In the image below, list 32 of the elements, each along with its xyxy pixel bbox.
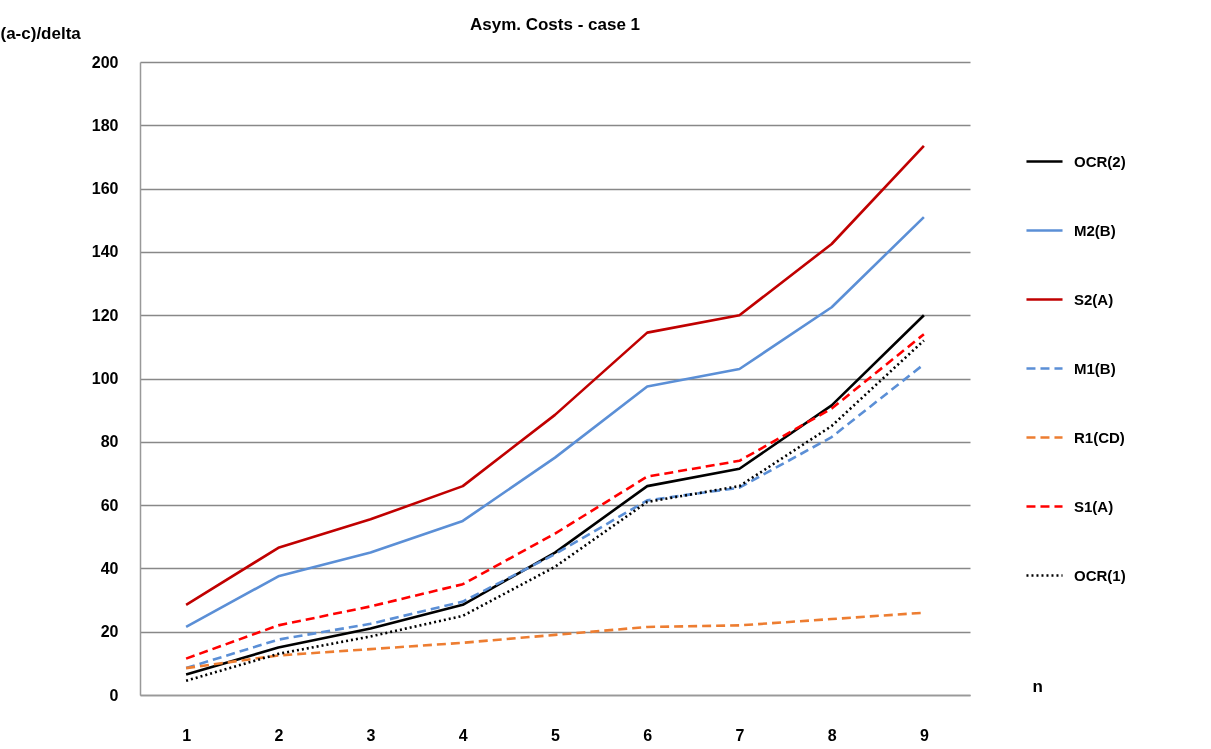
legend-label: R1(CD) xyxy=(1074,428,1125,446)
y-tick-label: 40 xyxy=(100,559,119,577)
legend-label: M1(B) xyxy=(1074,359,1116,377)
legend-label: OCR(2) xyxy=(1074,152,1126,170)
x-tick-label: 4 xyxy=(458,726,468,744)
y-tick-label: 80 xyxy=(100,433,119,451)
y-tick-label: 180 xyxy=(91,116,119,134)
x-axis-title: n xyxy=(1032,676,1043,696)
legend-label: OCR(1) xyxy=(1074,566,1126,584)
y-tick-label: 140 xyxy=(91,243,119,261)
x-tick-label: 9 xyxy=(919,726,929,744)
y-tick-label: 100 xyxy=(91,370,119,387)
y-tick-label: 20 xyxy=(100,623,119,641)
y-tick-label: 120 xyxy=(91,306,119,324)
y-tick-label: 0 xyxy=(109,686,119,704)
legend-label: S1(A) xyxy=(1074,497,1114,515)
x-tick-label: 8 xyxy=(827,726,837,744)
chart-title: Asym. Costs - case 1 xyxy=(469,15,641,34)
y-tick-label: 200 xyxy=(91,53,119,71)
x-tick-label: 2 xyxy=(274,726,284,744)
y-tick-label: 60 xyxy=(100,496,119,514)
x-tick-label: 5 xyxy=(551,726,561,744)
y-axis-title: (a-c)/delta xyxy=(0,23,82,43)
legend-label: M2(B) xyxy=(1074,221,1116,239)
x-tick-label: 1 xyxy=(182,726,192,744)
line-series xyxy=(184,215,926,629)
y-tick-label: 160 xyxy=(91,180,119,198)
x-tick-label: 6 xyxy=(643,726,653,744)
x-tick-label: 7 xyxy=(735,726,745,744)
x-tick-label: 3 xyxy=(366,726,376,744)
legend-label: S2(A) xyxy=(1074,290,1114,308)
line-series xyxy=(184,144,926,607)
